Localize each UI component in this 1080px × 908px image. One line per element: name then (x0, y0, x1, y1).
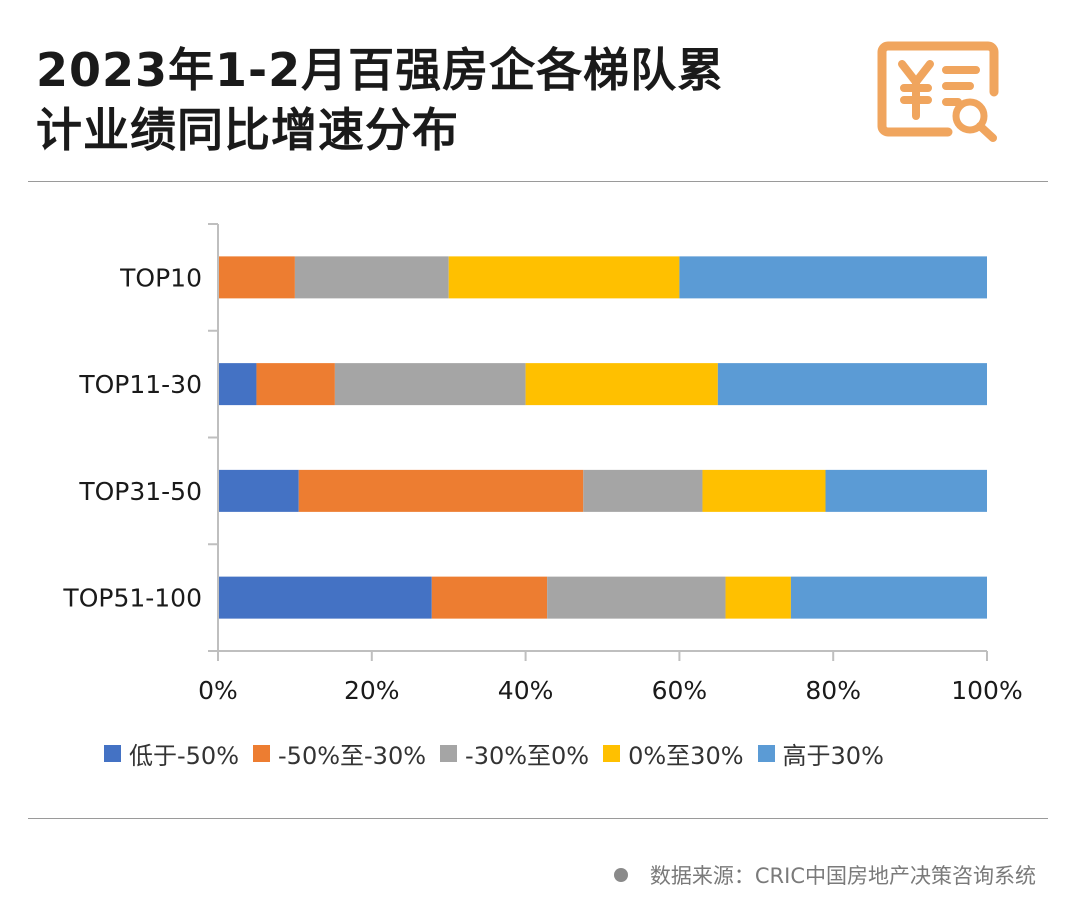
logo-magnifier-lens (952, 98, 988, 134)
category-label: TOP10 (119, 263, 202, 292)
x-tick-label: 60% (652, 676, 708, 705)
bar-segment-4-2 (431, 576, 548, 619)
legend-swatch (253, 744, 271, 762)
category-label: TOP31-50 (78, 477, 202, 506)
legend-item: 低于-50% (104, 736, 239, 771)
legend-label: -50%至-30% (278, 741, 427, 770)
category-label: TOP11-30 (78, 370, 202, 399)
x-tick-label: 20% (344, 676, 400, 705)
legend-label: 低于-50% (129, 741, 240, 770)
chart-legend: 低于-50% -50%至-30% -30%至0% 0%至30% 高于30% (104, 736, 898, 770)
stacked-bar-chart: TOP10 TOP11-30 TOP31-50 TOP51-100 0% 20% 40% 60… (62, 223, 1023, 705)
bar-segment-2-2 (256, 363, 335, 406)
source-note: 数据来源：CRIC中国房地产决策咨询系统 (613, 860, 1036, 890)
category-label: TOP51-100 (62, 584, 202, 613)
bar-segment-2-1 (218, 363, 257, 406)
legend-label: 高于30% (782, 741, 884, 770)
bar-segment-4-1 (218, 576, 432, 619)
title-line-2: 计业绩同比增速分布 (36, 103, 459, 157)
legend-label: 0%至30% (628, 741, 744, 770)
bar-segment-3-5 (825, 469, 987, 512)
bar-segment-4-5 (790, 576, 987, 619)
bar-segment-1-5 (679, 256, 987, 299)
bar-segment-3-1 (218, 469, 299, 512)
legend-swatch (440, 744, 458, 762)
legend-swatch (104, 744, 121, 762)
bar-segment-3-3 (583, 469, 703, 512)
bar-segment-2-4 (525, 363, 718, 406)
legend-swatch (603, 744, 621, 762)
bottom-divider (28, 818, 1048, 819)
x-tick-label: 40% (498, 676, 554, 705)
legend-item: -30%至0% (440, 736, 589, 771)
bar-segment-4-4 (725, 576, 791, 619)
logo-magnifier-handle (976, 122, 997, 142)
bar-segment-2-3 (334, 363, 526, 406)
bullet-dot-icon (613, 868, 628, 882)
legend-item: -50%至-30% (253, 736, 426, 771)
bar-segment-3-4 (702, 469, 826, 512)
source-text: 数据来源：CRIC中国房地产决策咨询系统 (649, 864, 1036, 888)
top-divider (28, 181, 1048, 182)
x-tick-label: 100% (951, 676, 1022, 705)
legend-swatch (757, 744, 775, 762)
legend-item: 0%至30% (603, 736, 744, 771)
bar-segment-2-5 (717, 363, 987, 406)
legend-label: -30%至0% (465, 741, 590, 770)
bar-segment-1-4 (448, 256, 680, 299)
page-title: 2023年1-2月百强房企各梯队累 计业绩同比增速分布 (36, 40, 836, 160)
legend-item: 高于30% (757, 736, 884, 771)
yuan-document-search-icon (877, 41, 999, 142)
bar-segment-4-3 (547, 576, 726, 619)
logo-document-frame (877, 41, 999, 137)
logo-yuan-symbol (898, 60, 934, 120)
title-line-1: 2023年1-2月百强房企各梯队累 (36, 43, 725, 97)
logo-text-lines (942, 66, 980, 106)
x-tick-label: 0% (198, 676, 238, 705)
bar-segment-3-2 (298, 469, 584, 512)
bar-segment-1-2 (218, 256, 295, 299)
x-tick-label: 80% (805, 676, 861, 705)
bar-segment-1-3 (294, 256, 449, 299)
